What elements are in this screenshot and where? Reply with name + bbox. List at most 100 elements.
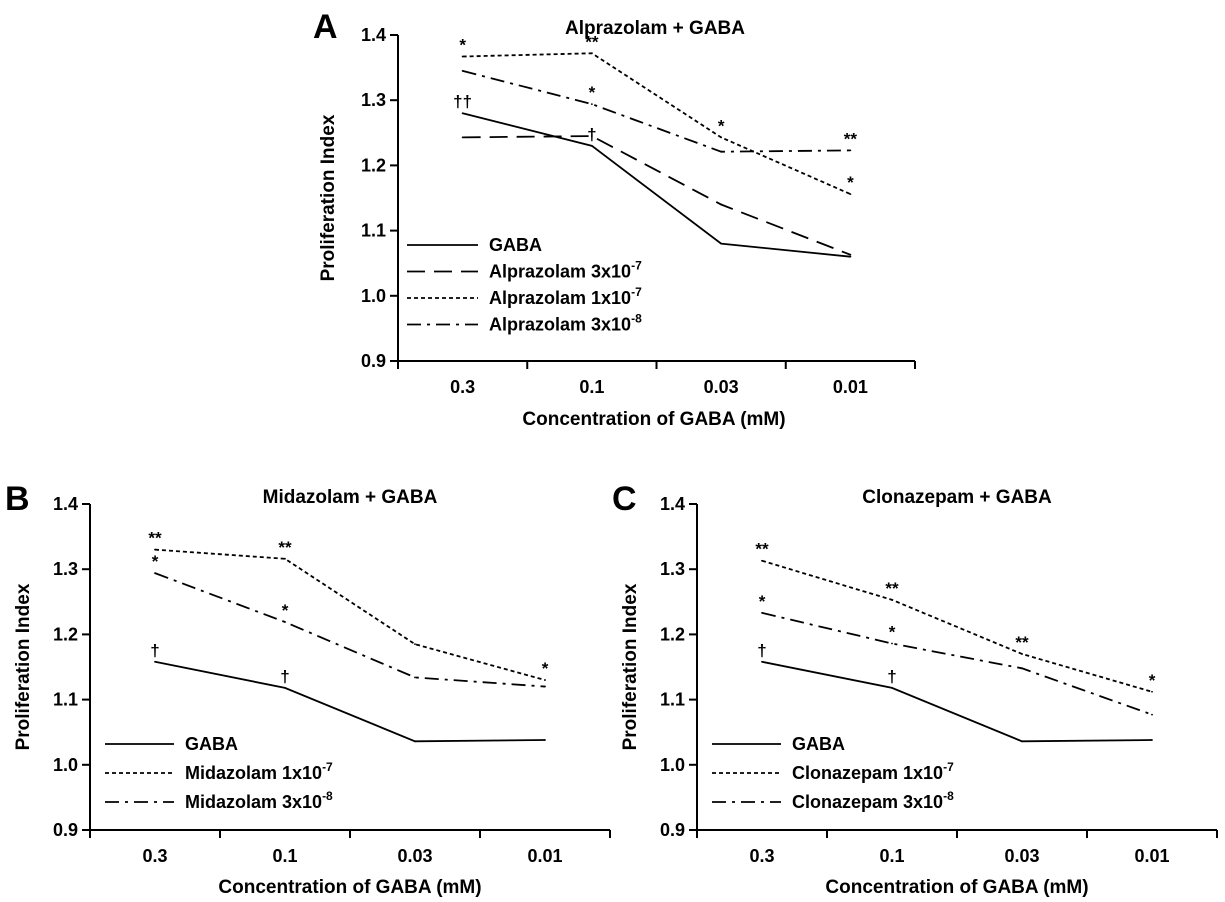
x-tick-label: 0.01 [527,846,562,866]
y-tick-label: 1.3 [361,90,386,110]
series-line [462,135,851,256]
x-tick-label: 0.1 [879,846,904,866]
y-tick-label: 1.4 [660,494,685,514]
data-point [544,739,546,741]
panel-label: C [612,480,637,518]
y-tick-label: 0.9 [660,820,685,840]
legend-exponent: -7 [322,760,333,774]
y-tick-label: 1.4 [361,25,386,45]
data-point [284,557,286,560]
significance-marker: ** [844,129,858,148]
panel-label: B [5,480,30,518]
y-tick-label: 1.4 [53,494,78,514]
y-tick-label: 1.2 [361,155,386,175]
series-line [154,660,546,743]
data-point [720,203,723,206]
data-point [414,740,416,743]
legend-label: Midazolam 3x10-8 [185,789,333,812]
legend-name: Alprazolam 1x10 [489,288,631,308]
significance-marker: † [587,125,596,144]
legend-name: Clonazepam 1x10 [792,763,943,783]
significance-marker: * [847,173,854,192]
data-point [284,621,286,623]
significance-marker: * [589,83,596,102]
significance-marker: † [887,667,896,686]
x-tick-label: 0.1 [579,377,604,397]
legend-name: Alprazolam 3x10 [489,262,631,282]
x-tick-label: 0.1 [272,846,297,866]
legend-exponent: -7 [943,760,954,774]
data-point [461,69,464,72]
x-tick-label: 0.01 [833,377,868,397]
data-point [544,679,546,681]
series-line [462,112,851,258]
legend-label: Midazolam 1x10-7 [185,760,333,783]
legend-name: Clonazepam 3x10 [792,792,943,812]
legend-label: Clonazepam 3x10-8 [792,789,954,812]
data-point [544,685,546,688]
y-tick-label: 1.0 [660,755,685,775]
chart-title: Clonazepam + GABA [862,487,1052,508]
data-point [154,548,156,551]
chart-title: Midazolam + GABA [263,487,438,508]
series-line [761,612,1153,716]
legend-exponent: -7 [631,259,642,273]
data-point [891,598,893,601]
data-point [720,136,723,139]
data-point [154,572,156,575]
data-point [414,643,416,646]
y-tick-label: 0.9 [53,820,78,840]
significance-marker: † [757,641,766,660]
legend-name: Midazolam 1x10 [185,763,322,783]
significance-marker: ** [885,579,899,598]
y-axis-title: Proliferation Index [620,583,641,750]
x-tick-label: 0.3 [450,377,475,397]
significance-marker: * [889,623,896,642]
legend-label: Alprazolam 3x10-7 [489,259,642,282]
x-axis-title: Concentration of GABA (mM) [522,409,785,430]
data-point [849,149,852,152]
x-tick-label: 0.03 [397,846,432,866]
legend-exponent: -8 [631,312,642,326]
data-point [154,660,156,663]
y-tick-label: 1.0 [361,286,386,306]
y-tick-label: 1.1 [660,690,685,710]
significance-marker: * [282,601,289,620]
y-tick-label: 1.2 [53,624,78,644]
legend-name: GABA [489,235,542,255]
data-point [590,135,593,137]
y-axis-title: Proliferation Index [318,114,339,281]
data-point [849,253,852,256]
legend-name: Alprazolam 3x10 [489,315,631,335]
series-line [462,52,851,195]
significance-marker: † [150,641,159,660]
legend-label: Alprazolam 1x10-7 [489,285,642,308]
significance-marker: * [459,36,466,55]
legend-label: Alprazolam 3x10-8 [489,312,642,335]
significance-marker: † [280,667,289,686]
data-point [849,193,852,195]
data-point [891,642,893,645]
series-line [462,69,851,153]
data-point [1021,653,1023,655]
data-point [720,242,723,245]
data-point [590,144,593,147]
data-point [284,686,286,689]
data-point [590,52,593,55]
panel-b: B Midazolam + GABA 0.9 1.0 1.1 1.2 1.3 1.4 0.3 0.… [5,480,611,898]
legend-exponent: -8 [322,789,333,803]
data-point [1021,740,1023,743]
legend-exponent: -7 [631,285,642,299]
significance-marker: * [759,592,766,611]
significance-marker: ** [585,32,599,51]
data-point [761,559,763,562]
y-tick-label: 1.0 [53,755,78,775]
panel-label: A [313,8,338,46]
data-point [849,255,852,258]
data-point [1151,690,1153,693]
series-line [761,559,1153,693]
data-point [761,660,763,663]
significance-marker: ** [278,538,292,557]
data-point [590,103,593,106]
